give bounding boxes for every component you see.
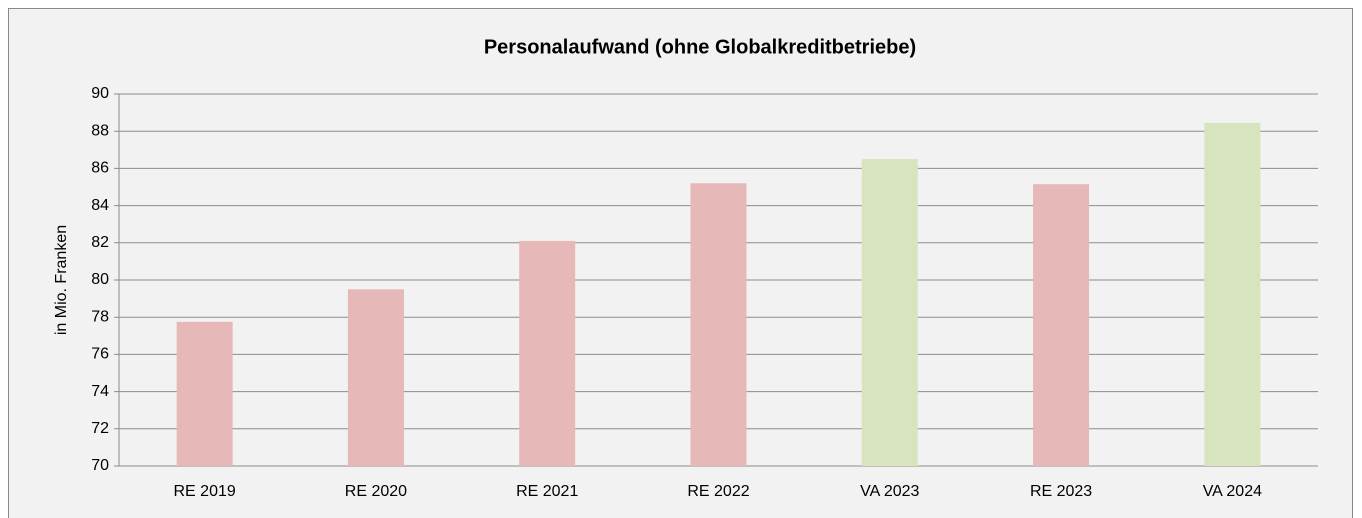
- bar: [861, 159, 918, 466]
- bar: [176, 321, 233, 466]
- x-tick-label: RE 2021: [516, 483, 578, 500]
- x-tick-label: RE 2022: [687, 483, 749, 500]
- x-tick-label: VA 2023: [860, 483, 919, 500]
- y-tick-label: 88: [91, 122, 109, 139]
- y-axis-label: in Mio. Franken: [53, 225, 70, 335]
- chart-title: Personalaufwand (ohne Globalkreditbetrie…: [484, 36, 916, 58]
- y-tick-label: 70: [91, 457, 109, 474]
- y-tick-label: 86: [91, 160, 109, 177]
- x-tick-label: VA 2024: [1203, 483, 1262, 500]
- bar: [1204, 122, 1261, 466]
- y-tick-label: 74: [91, 383, 109, 400]
- y-tick-label: 78: [91, 308, 109, 325]
- x-tick-label: RE 2020: [345, 483, 407, 500]
- y-tick-label: 76: [91, 346, 109, 363]
- bar: [347, 289, 404, 466]
- y-tick-label: 80: [91, 271, 109, 288]
- x-tick-label: RE 2019: [174, 483, 236, 500]
- y-tick-label: 72: [91, 420, 109, 437]
- x-tick-label: RE 2023: [1030, 483, 1092, 500]
- bar: [1033, 184, 1090, 466]
- y-tick-label: 84: [91, 197, 109, 214]
- bar: [690, 183, 747, 466]
- y-tick-label: 90: [91, 85, 109, 102]
- y-tick-label: 82: [91, 234, 109, 251]
- bar: [519, 240, 576, 466]
